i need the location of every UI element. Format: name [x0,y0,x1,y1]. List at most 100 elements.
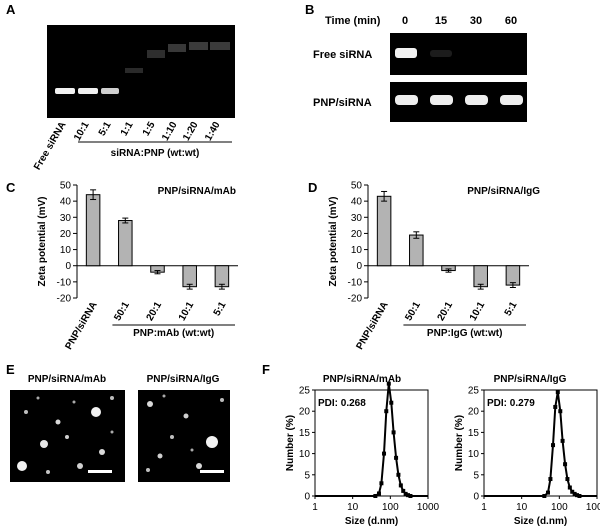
y-tick-label: 0 [304,492,310,503]
y-axis-label: Zeta potential (mV) [328,196,339,286]
y-tick-label: 15 [299,428,311,439]
time-0: 0 [402,15,408,27]
x-tick-label: 50:1 [112,300,132,323]
data-point [565,477,570,482]
y-axis-label: Zeta potential (mV) [37,196,48,286]
particle [196,463,202,469]
size-distribution-mab: 0 5 10 15 20 25 1 10 100 1000 Size (d.nm) Number (%… [285,381,440,526]
gel-b-pnp-band-60 [500,95,523,105]
gel-a-well-1-5 [147,50,165,58]
time-header: Time (min) [325,15,381,27]
particle [162,394,166,398]
y-tick-label: 40 [351,197,363,208]
x-tick-label: PNP/siRNA [63,300,99,352]
lane-label-1-20: 1:20 [181,120,201,143]
lane-label-1-1: 1:1 [119,120,136,138]
gel-a-well-1-10 [168,44,186,52]
particle [72,400,76,404]
data-point [394,455,399,460]
gel-a-band-5-1 [101,88,119,94]
particle [91,407,101,417]
x-tick-label: 1000 [417,502,440,513]
data-point [563,462,568,467]
lane-label-1-10: 1:10 [160,120,180,143]
y-tick-label: -20 [348,294,363,305]
y-tick-label: 5 [304,470,310,481]
particle [110,396,114,400]
data-point [396,472,401,477]
data-point [408,494,413,498]
y-tick-label: -10 [57,277,72,288]
size-distribution-igg: 0 5 10 15 20 25 1 10 100 1000 Size (d.nm) Number (%… [454,386,600,526]
particle [36,396,40,400]
scale-bar [200,470,224,473]
bar [214,265,230,288]
particle [206,436,218,448]
pdi-mab: PDI: 0.268 [318,398,366,409]
particle [146,468,150,472]
y-tick-label: 5 [473,470,479,481]
tem-image-igg [138,390,230,482]
gel-b-free-band-15 [430,50,452,57]
data-point [575,493,580,498]
y-tick-label: -20 [57,294,72,305]
time-60: 60 [505,15,517,27]
particle [147,401,153,407]
particle [110,430,114,434]
y-tick-label: 25 [468,386,480,397]
dls-title-igg: PNP/siRNA/IgG [494,374,567,385]
y-tick-label: 15 [468,428,480,439]
particle [170,435,174,439]
y-tick-label: 10 [351,245,363,256]
x-tick-label: PNP/siRNA [354,300,390,352]
panel-label-b: B [305,2,314,17]
data-point [542,494,547,498]
data-point [386,381,391,386]
data-point [401,488,406,493]
particle [99,449,105,455]
tem-title-mab: PNP/siRNA/mAb [28,374,106,385]
row-label-pnp-sirna: PNP/siRNA [313,97,372,109]
data-point [391,430,396,435]
y-tick-label: 20 [351,229,363,240]
x-axis-label: PNP:IgG (wt:wt) [427,328,503,339]
data-point [398,483,403,488]
distribution-line [374,383,411,497]
y-tick-label: 30 [60,213,72,224]
lane-group-label: siRNA:PNP (wt:wt) [111,148,200,159]
chart-c-title: PNP/siRNA/mAb [158,186,236,197]
gel-b-pnp-band-0 [395,95,418,105]
data-point [567,485,572,490]
tem-image-mab [10,390,125,482]
x-axis-label: Size (d.nm) [345,516,398,526]
lane-label-free-sirna: Free siRNA [32,120,68,172]
bar [409,234,424,267]
x-tick-label: 10:1 [177,300,197,323]
data-point [560,438,565,443]
data-point [558,409,563,414]
x-tick-label: 10 [347,502,359,513]
dls-title-mab: PNP/siRNA/mAb [323,374,401,385]
y-tick-label: 10 [60,245,72,256]
data-point [551,443,556,448]
data-point [577,494,582,498]
x-tick-label: 100 [551,502,568,513]
lane-label-5-1: 5:1 [97,120,114,138]
data-point [555,390,560,395]
y-axis-label: Number (%) [454,415,465,471]
panel-label-c: C [6,180,16,195]
x-tick-label: 1000 [586,502,600,513]
y-tick-label: 20 [468,407,480,418]
zeta-chart-igg: -20 -10 0 10 20 30 40 50 Zeta potential (mV) PNP/… [328,181,529,352]
tem-title-igg: PNP/siRNA/IgG [147,374,220,385]
data-point [548,477,553,482]
x-tick-label: 5:1 [212,300,229,318]
gel-image-b-free [390,33,527,75]
y-tick-label: 50 [60,181,72,192]
gel-b-pnp-band-30 [465,95,488,105]
particle [40,440,48,448]
panel-label-e: E [6,362,15,377]
y-tick-label: -10 [348,277,363,288]
y-tick-label: 30 [351,213,363,224]
x-axis-label: Size (d.nm) [514,516,567,526]
